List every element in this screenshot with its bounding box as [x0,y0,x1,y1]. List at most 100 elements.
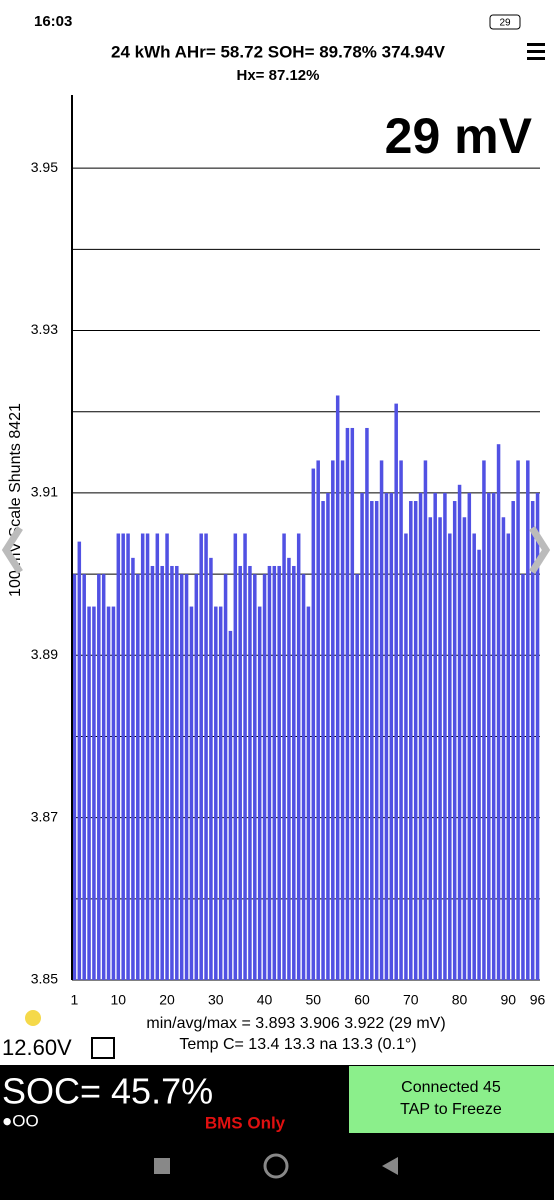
bar [345,427,350,980]
bar [194,574,199,980]
bar [223,574,228,980]
battery-icon [489,14,521,30]
bar [360,492,364,980]
bar [301,574,306,980]
bar [316,460,320,980]
bar [511,501,515,980]
bar [170,565,174,980]
nav-recent[interactable] [154,1158,170,1174]
bar [501,517,506,980]
x-tick-label: 30 [208,992,224,1008]
y-tick-label: 3.93 [31,321,58,337]
bar [184,574,189,980]
button-text: Connected 45 [401,1079,501,1096]
bar [506,533,511,980]
bar [160,565,164,980]
bar [496,444,501,980]
freeze-button[interactable] [349,1066,554,1133]
bar [340,460,345,980]
bar [282,533,286,980]
x-tick-label: 40 [257,992,273,1008]
bar [277,565,281,980]
header-line: Hx= 87.12% [237,67,320,84]
header-line: 24 kWh AHr= 58.72 SOH= 89.78% 374.94V [111,42,446,61]
bar [267,565,272,980]
stats-line: Temp C= 13.4 13.3 na 13.3 (0.1°) [179,1036,416,1053]
bar [487,492,491,980]
bar [335,395,340,980]
bar [82,574,86,980]
bar [370,501,374,980]
dots: ●OO [2,1111,39,1130]
bar [199,533,203,980]
mode: BMS Only [205,1113,286,1132]
bar [292,565,296,980]
spread-value: 29 mV [385,108,533,164]
bar [92,606,96,980]
y-tick-label: 3.91 [31,484,58,500]
bar [521,574,525,980]
aux-voltage: 12.60V [2,1035,72,1060]
menu-icon[interactable] [527,43,545,60]
bar [140,533,145,980]
x-tick-label: 50 [306,992,322,1008]
bar [72,574,77,980]
bar [443,492,447,980]
bar [131,557,135,980]
bar [209,557,213,980]
next-arrow[interactable] [529,526,551,574]
button-text: TAP to Freeze [400,1101,502,1118]
status-bar [0,0,554,38]
bar [321,501,325,980]
bar [248,565,252,980]
bar [394,403,398,980]
x-tick-label: 1 [71,992,79,1008]
bar [423,460,428,980]
bar [516,460,520,980]
bar [126,533,130,980]
y-tick-label: 3.85 [31,971,58,987]
bar [462,517,467,980]
x-tick-label: 80 [452,992,468,1008]
bar [433,492,437,980]
bar [452,501,457,980]
bar [350,427,355,980]
x-tick-label: 20 [159,992,175,1008]
bar [257,606,262,980]
nav-back[interactable] [382,1157,398,1175]
bar [296,533,301,980]
bar [106,606,111,980]
bar [399,460,403,980]
prev-arrow[interactable] [1,526,23,574]
battery-level: 29 [499,18,511,29]
x-tick-label: 60 [354,992,370,1008]
bar [233,533,238,980]
clock: 16:03 [34,13,72,30]
bar [384,492,389,980]
bar [243,533,247,980]
bar [145,533,150,980]
bar [379,460,384,980]
bar [331,460,335,980]
bar [111,606,116,980]
bar [418,492,423,980]
y-tick-label: 3.89 [31,646,58,662]
bar [306,606,311,980]
nav-home[interactable] [263,1153,289,1179]
bar [404,533,408,980]
bar [448,533,452,980]
bar [136,574,140,980]
bar [272,565,277,980]
bar [204,533,208,980]
x-tick-label: 10 [111,992,127,1008]
bar [311,468,316,980]
bar [526,460,530,980]
bar [287,557,291,980]
bar [77,541,82,980]
y-tick-label: 3.87 [31,808,58,824]
bar [365,427,369,980]
bar [262,574,267,980]
calendar-icon[interactable] [91,1037,115,1059]
bar [438,517,442,980]
